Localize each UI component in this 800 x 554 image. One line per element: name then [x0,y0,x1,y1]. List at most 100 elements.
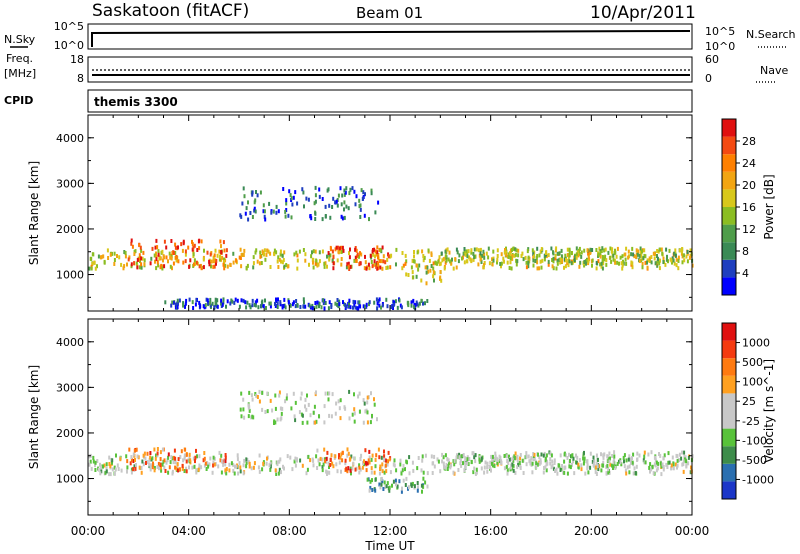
data-cell [329,245,332,250]
data-cell [627,457,630,462]
data-cell [191,239,193,244]
data-cell [417,267,420,272]
data-cell [631,246,634,251]
data-cell [172,261,175,266]
data-cell [340,257,343,261]
data-cell [309,458,312,463]
data-cell [323,420,326,425]
data-cell [656,263,659,268]
data-cell [384,463,387,468]
data-cell [361,465,364,470]
data-cell [314,217,317,221]
data-cell [486,465,489,470]
data-cell [254,209,257,214]
data-cell [99,462,101,467]
data-cell [290,406,293,411]
data-cell [675,257,678,262]
data-cell [481,253,484,258]
data-cell [389,470,392,475]
data-cell [600,468,603,473]
colorbar-segment [722,393,736,411]
data-cell [279,457,282,462]
data-cell [638,453,641,458]
data-cell [242,298,245,303]
data-cell [662,456,665,461]
data-cell [510,266,513,271]
data-cell [301,463,304,468]
data-cell [625,471,628,476]
data-cell [111,460,113,465]
data-cell [358,465,361,470]
data-cell [678,452,681,457]
data-cell [367,262,370,267]
data-cell [623,459,625,464]
data-cell [527,264,530,269]
data-cell [666,254,668,259]
data-cell [341,216,344,221]
data-cell [525,451,528,456]
data-cell [463,247,466,251]
data-cell [370,466,373,471]
data-cell [302,190,305,195]
data-cell [627,249,630,254]
data-cell [174,245,177,250]
data-cell [376,245,379,250]
data-cell [339,249,342,254]
data-cell [242,463,245,468]
data-cell [358,409,361,414]
data-cell [456,250,459,255]
data-cell [359,467,362,472]
data-cell [352,461,355,466]
data-cell [308,262,310,267]
data-cell [262,304,265,309]
data-cell [674,462,677,467]
data-cell [322,298,325,303]
data-cell [306,467,309,472]
data-cell [222,297,225,302]
data-cell [287,264,290,269]
data-cell [294,190,297,195]
data-cell [115,453,117,458]
data-cell [285,201,288,206]
data-cell [213,264,216,269]
data-cell [525,462,528,467]
data-cell [677,259,680,263]
data-cell [122,266,125,271]
data-cell [541,258,544,263]
data-cell [373,470,376,475]
noise-search-label: N.Search [746,28,796,41]
data-cell [368,217,370,222]
data-cell [188,465,190,470]
data-cell [479,247,482,252]
data-cell [487,255,490,260]
data-cell [681,249,683,254]
data-cell [640,258,643,263]
data-cell [432,274,435,279]
data-cell [516,465,519,470]
data-cell [331,461,334,466]
data-cell [665,462,668,467]
data-cell [564,264,567,269]
data-cell [348,301,350,306]
data-cell [296,266,299,271]
data-cell [413,302,416,307]
data-cell [595,266,598,271]
data-cell [464,465,467,470]
data-cell [458,253,461,258]
data-cell [216,298,219,303]
data-cell [580,250,583,255]
data-cell [375,252,378,257]
data-cell [553,461,556,465]
data-cell [223,458,226,463]
data-cell [289,455,292,460]
data-cell [658,266,661,271]
data-cell [579,260,582,265]
data-cell [123,250,126,254]
data-cell [483,263,485,268]
data-cell [191,242,194,247]
data-cell [624,252,627,257]
data-cell [108,455,111,460]
data-cell [558,251,561,256]
data-cell [292,195,295,200]
data-cell [482,265,485,270]
